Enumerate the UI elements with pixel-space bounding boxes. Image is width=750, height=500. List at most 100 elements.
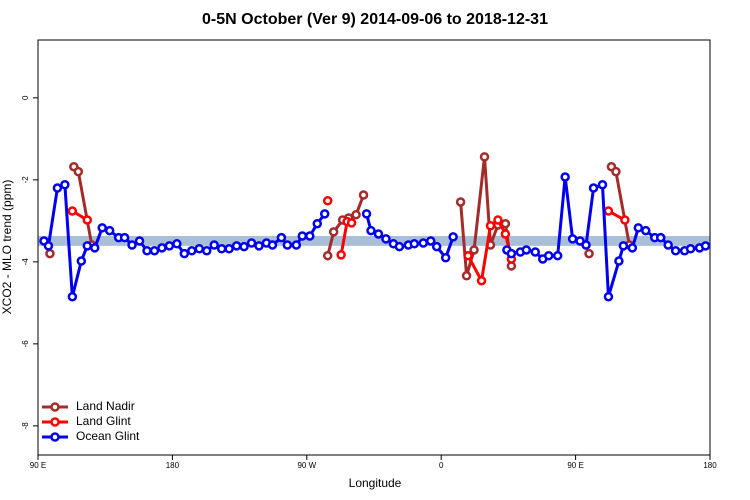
point [506,248,517,259]
series-line [72,165,94,246]
point [291,240,302,250]
x-tick-label: 180 [166,461,180,470]
point [614,256,624,266]
point [618,241,629,251]
point [134,236,145,246]
point [142,246,152,256]
point [97,223,107,233]
x-tick-label: 90 W [297,461,316,470]
point [276,232,287,243]
point [336,250,346,260]
point [172,239,182,249]
point [633,223,644,233]
point [60,180,70,190]
point [52,183,63,193]
point [461,271,472,281]
point [663,240,673,250]
point [463,250,473,261]
y-tick-label: -8 [21,422,30,430]
point [366,225,376,236]
point [543,250,554,261]
point [700,241,711,251]
point [373,229,384,239]
point [282,240,293,250]
point [76,256,87,266]
point [194,243,205,254]
x-tick-label: 0 [439,461,444,470]
y-axis-label: XCO2 - MLO trend (ppm) [0,180,14,315]
point [157,243,167,253]
point [231,241,242,251]
legend-label: Land Nadir [76,399,135,413]
point [254,241,264,251]
band [38,236,710,246]
point [500,218,511,229]
point [201,246,212,256]
point [567,234,578,244]
point [381,234,391,244]
point [67,206,78,216]
point [239,241,249,252]
point [119,232,130,243]
point [440,253,451,263]
y-tick-label: -2 [21,176,30,184]
series-line [610,165,631,246]
point [493,215,503,225]
point [328,227,339,237]
point [575,236,585,246]
point [319,209,330,219]
point [179,248,190,259]
point [448,232,458,242]
point [479,152,490,162]
point [267,240,278,250]
point [209,240,219,250]
point [476,275,487,286]
point [455,197,466,207]
point [603,206,614,216]
point [581,240,591,250]
point [584,248,594,259]
point [82,215,93,225]
point [521,245,532,255]
point [89,243,100,253]
point [216,243,227,254]
point [346,218,357,228]
point [82,241,93,251]
point [655,232,666,243]
legend-marker [50,432,60,442]
point [469,245,479,255]
point [418,238,429,248]
point [246,238,257,248]
legend-marker [50,402,60,412]
point [224,243,234,254]
point [431,241,442,252]
point [500,229,511,239]
legend-label: Land Glint [76,414,131,428]
point [552,250,563,261]
point [297,231,308,241]
point [127,240,137,250]
point [43,241,54,251]
point [187,246,197,256]
point [73,166,84,177]
x-tick-label: 180 [703,461,717,470]
legend-marker [50,417,60,427]
point [530,247,541,257]
point [560,172,570,182]
point [409,239,420,249]
point [485,221,496,231]
point [351,209,361,220]
point [588,183,599,193]
point [149,246,160,256]
y-tick-label: -6 [21,340,30,348]
x-axis-label: Longitude [349,476,402,490]
y-tick-label: -4 [21,258,30,266]
point [425,236,436,246]
point [685,243,696,254]
point [627,243,638,253]
point [358,190,369,200]
point [603,291,614,302]
point [641,225,651,236]
x-tick-label: 90 E [30,461,46,470]
